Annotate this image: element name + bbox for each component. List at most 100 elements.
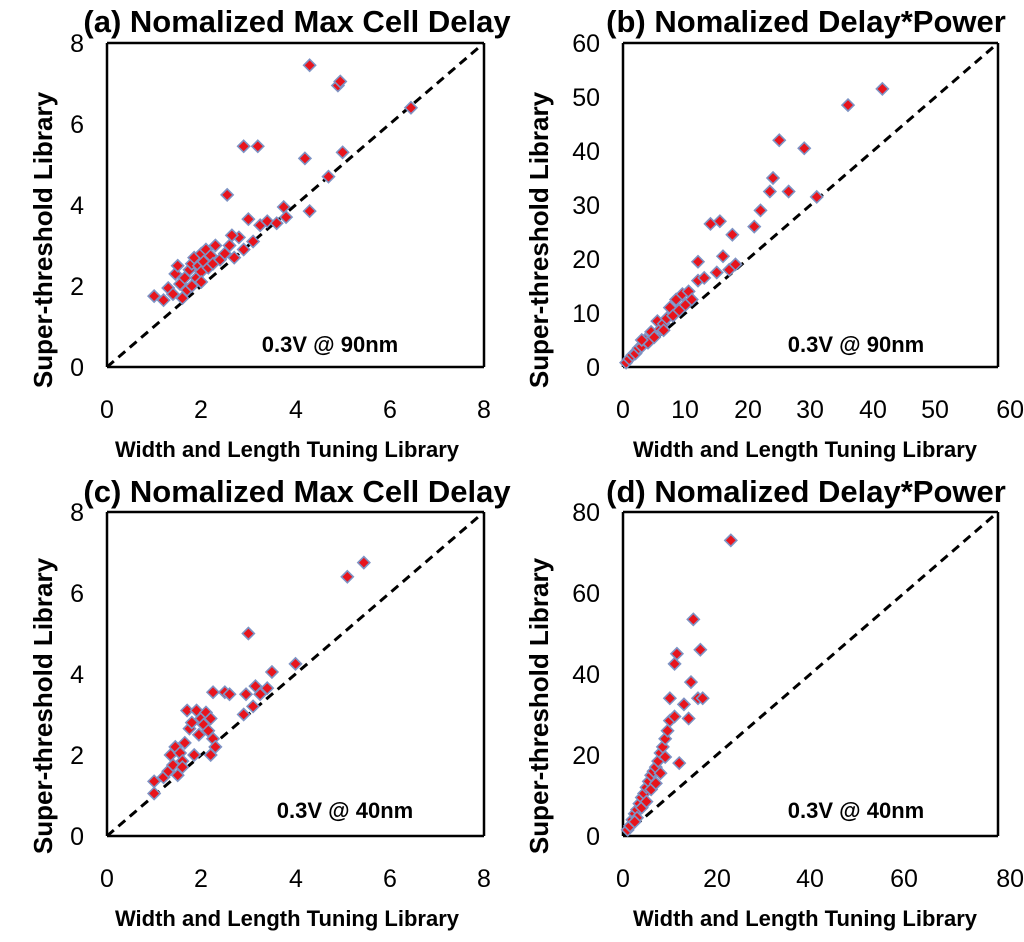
data-point <box>276 199 291 215</box>
y-ticks: 0 2 4 6 8 <box>70 30 84 382</box>
data-point <box>146 786 162 801</box>
x-ticks: 0 20 40 60 80 <box>616 865 1024 893</box>
data-point <box>669 646 685 661</box>
points-layer <box>618 81 890 370</box>
reference-diagonal <box>622 41 999 369</box>
data-point <box>302 203 317 219</box>
data-point <box>302 58 317 73</box>
x-tick-label: 20 <box>734 396 762 424</box>
y-tick-label: 2 <box>70 742 84 770</box>
x-tick-label: 60 <box>890 865 918 893</box>
data-point <box>684 292 699 307</box>
data-point <box>809 189 824 205</box>
data-point <box>715 249 731 264</box>
y-tick-label: 50 <box>572 84 600 112</box>
y-tick-label: 0 <box>586 354 600 382</box>
y-ticks: 0 10 20 30 40 50 60 <box>572 30 600 382</box>
data-point <box>236 139 251 154</box>
x-axis-label: Width and Length Tuning Library <box>633 437 978 462</box>
y-tick-label: 0 <box>70 354 84 382</box>
data-point <box>709 265 724 280</box>
data-point <box>177 735 192 750</box>
data-point <box>191 727 207 742</box>
data-point <box>165 757 181 773</box>
y-tick-label: 30 <box>572 192 600 220</box>
data-point <box>662 691 678 706</box>
x-tick-label: 2 <box>194 396 208 424</box>
panel-title: (a) Nomalized Max Cell Delay <box>83 4 511 39</box>
data-point <box>222 238 237 253</box>
data-point <box>241 626 256 641</box>
panel-c: (c) Nomalized Max Cell Delay 0 2 4 6 8 0… <box>28 474 511 931</box>
data-point <box>184 715 199 730</box>
data-point <box>205 685 221 700</box>
data-point <box>203 711 218 726</box>
data-point <box>179 703 195 718</box>
x-axis-label: Width and Length Tuning Library <box>115 906 460 931</box>
data-point <box>146 774 162 789</box>
data-point <box>690 254 706 269</box>
y-tick-label: 60 <box>572 30 600 58</box>
data-point <box>170 258 185 273</box>
y-tick-label: 20 <box>572 742 600 770</box>
x-tick-label: 20 <box>703 865 731 893</box>
data-point <box>672 755 687 771</box>
data-point <box>627 814 642 829</box>
y-axis-label: Super-threshold Library <box>524 557 554 854</box>
data-point <box>222 687 237 702</box>
x-tick-label: 8 <box>477 396 491 424</box>
y-tick-label: 6 <box>70 580 84 608</box>
reference-diagonal <box>622 510 999 838</box>
y-ticks: 0 2 4 6 8 <box>70 499 84 851</box>
x-tick-label: 0 <box>616 865 630 893</box>
annotation: 0.3V @ 90nm <box>788 332 924 357</box>
panel-title: (b) Nomalized Delay*Power <box>606 4 1006 39</box>
y-tick-label: 40 <box>572 138 600 166</box>
panel-title: (c) Nomalized Max Cell Delay <box>83 474 511 509</box>
data-point <box>728 257 743 272</box>
data-point <box>236 242 251 257</box>
x-tick-label: 4 <box>289 865 303 893</box>
data-point <box>335 145 350 160</box>
panel-b: (b) Nomalized Delay*Power 0 10 20 30 40 … <box>524 4 1024 462</box>
data-point <box>227 250 242 265</box>
y-tick-label: 2 <box>70 273 84 301</box>
data-point <box>658 749 673 765</box>
data-point <box>772 133 787 148</box>
data-point <box>681 711 696 726</box>
data-point <box>260 681 275 696</box>
y-axis-label: Super-threshold Library <box>28 557 58 854</box>
data-point <box>723 533 738 548</box>
x-tick-label: 8 <box>477 865 491 893</box>
data-point <box>165 286 181 302</box>
data-point <box>260 214 275 229</box>
data-point <box>187 747 202 763</box>
annotation: 0.3V @ 40nm <box>788 798 924 823</box>
data-point <box>753 203 768 218</box>
data-point <box>238 687 254 702</box>
data-point <box>321 169 336 184</box>
data-point <box>747 219 762 234</box>
data-point <box>245 699 261 714</box>
data-point <box>725 227 740 242</box>
points-layer <box>146 58 419 308</box>
x-tick-label: 6 <box>383 396 397 424</box>
reference-diagonal <box>106 510 485 838</box>
data-point <box>676 697 692 712</box>
data-point <box>194 274 209 290</box>
annotation: 0.3V @ 40nm <box>277 798 413 823</box>
data-point <box>660 723 675 738</box>
x-tick-label: 0 <box>100 865 114 893</box>
x-tick-label: 0 <box>616 396 630 424</box>
y-tick-label: 80 <box>572 499 600 527</box>
data-point <box>241 212 256 227</box>
y-axis-label: Super-threshold Library <box>524 91 554 388</box>
y-tick-label: 8 <box>70 499 84 527</box>
x-tick-label: 10 <box>671 396 699 424</box>
x-ticks: 0 10 20 30 40 50 60 <box>616 396 1024 424</box>
data-point <box>297 151 313 166</box>
data-point <box>340 569 355 584</box>
data-point <box>695 691 710 706</box>
y-tick-label: 4 <box>70 192 84 220</box>
x-ticks: 0 2 4 6 8 <box>100 865 491 893</box>
